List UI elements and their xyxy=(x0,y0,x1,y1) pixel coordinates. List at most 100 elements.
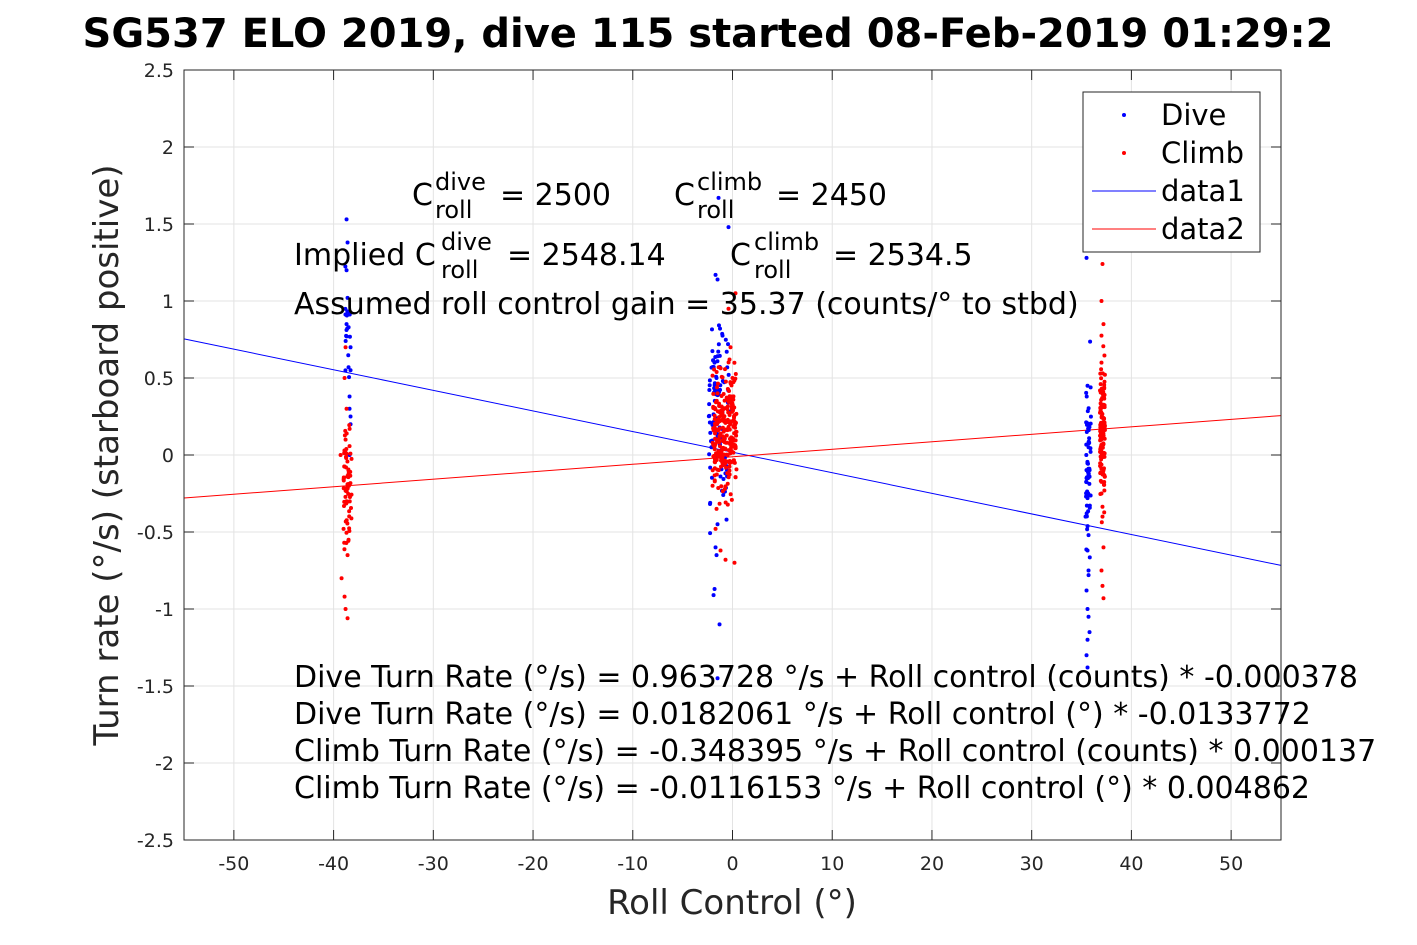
data-point-climb xyxy=(1100,425,1105,430)
gain-annotation: Assumed roll control gain = 35.37 (count… xyxy=(294,287,1079,322)
data-point-dive xyxy=(343,338,348,343)
data-point-climb xyxy=(1102,451,1107,456)
x-tick-label: -30 xyxy=(418,853,449,875)
data-point-dive xyxy=(1084,480,1089,485)
data-point-dive xyxy=(723,337,728,342)
x-tick-label: 10 xyxy=(820,853,844,875)
data-point-climb xyxy=(343,345,348,350)
c-dive-value: = 2500 xyxy=(500,178,611,213)
c-climb-value: = 2450 xyxy=(776,178,887,213)
data-point-dive xyxy=(718,474,723,479)
data-point-dive xyxy=(1085,461,1090,466)
data-point-dive xyxy=(1084,653,1089,658)
data-point-climb xyxy=(347,509,352,514)
data-point-climb xyxy=(344,455,349,460)
data-point-climb xyxy=(712,367,717,372)
data-point-climb xyxy=(343,437,348,442)
data-point-climb xyxy=(342,499,347,504)
data-point-climb xyxy=(712,466,717,471)
chart-title: SG537 ELO 2019, dive 115 started 08-Feb-… xyxy=(83,11,1334,57)
implied-climb-sup: climb xyxy=(754,228,819,256)
data-point-climb xyxy=(1098,382,1103,387)
data-point-climb xyxy=(347,514,352,519)
data-point-climb xyxy=(341,486,346,491)
data-point-dive xyxy=(707,402,712,407)
data-point-dive xyxy=(712,586,717,591)
data-point-dive xyxy=(720,331,725,336)
data-point-dive xyxy=(1084,491,1089,496)
data-point-climb xyxy=(1102,488,1107,493)
x-tick-label: 40 xyxy=(1119,853,1143,875)
data-point-dive xyxy=(1084,588,1089,593)
implied-dive-sub: roll xyxy=(441,256,478,284)
data-point-climb xyxy=(1098,402,1103,407)
data-point-dive xyxy=(1088,446,1093,451)
implied-climb-sub: roll xyxy=(754,256,791,284)
data-point-climb xyxy=(1101,344,1106,349)
c-dive-sup: dive xyxy=(435,168,486,196)
data-point-climb xyxy=(722,436,727,441)
data-point-climb xyxy=(733,371,738,376)
y-tick-label: -0.5 xyxy=(137,522,174,544)
data-point-dive xyxy=(726,342,731,347)
c-climb-sup: climb xyxy=(697,168,762,196)
data-point-climb xyxy=(724,465,729,470)
data-point-climb xyxy=(712,479,717,484)
data-point-climb xyxy=(712,473,717,478)
data-point-dive xyxy=(1088,449,1093,454)
data-point-dive xyxy=(1084,390,1089,395)
data-point-climb xyxy=(716,485,721,490)
implied-dive-value: = 2548.14 xyxy=(507,238,666,273)
x-axis-ticks: -50 -40 -30 -20 -10 0 10 20 30 40 50 xyxy=(218,70,1243,875)
data-point-climb xyxy=(347,526,352,531)
data-point-climb xyxy=(710,483,715,488)
implied-climb-base: C xyxy=(730,238,751,273)
data-point-dive xyxy=(707,383,712,388)
data-point-climb xyxy=(712,417,717,422)
data-point-climb xyxy=(732,378,737,383)
data-point-climb xyxy=(1100,504,1105,509)
x-tick-label: 0 xyxy=(726,853,738,875)
data-point-dive xyxy=(1088,339,1093,344)
data-point-dive xyxy=(348,414,353,419)
data-point-climb xyxy=(344,406,349,411)
data-point-climb xyxy=(733,446,738,451)
legend-label: Climb xyxy=(1161,136,1244,170)
data-point-climb xyxy=(716,365,721,370)
data-point-climb xyxy=(729,409,734,414)
y-tick-label: 2 xyxy=(162,137,174,159)
data-point-climb xyxy=(339,576,344,581)
data-point-climb xyxy=(342,376,347,380)
data-point-dive xyxy=(1087,555,1092,560)
data-point-dive xyxy=(1087,630,1092,635)
y-axis-label: Turn rate (°/s) (starboard positive) xyxy=(87,164,127,746)
data-point-climb xyxy=(714,451,719,456)
data-point-dive xyxy=(343,264,348,269)
legend-label: data1 xyxy=(1161,174,1245,208)
series-line-data2 xyxy=(183,415,1282,499)
data-point-climb xyxy=(711,426,716,431)
data-point-dive xyxy=(726,225,731,230)
data-point-dive xyxy=(344,217,349,222)
data-point-climb xyxy=(713,460,718,465)
data-point-climb xyxy=(717,415,722,420)
data-point-climb xyxy=(1102,479,1107,484)
data-point-climb xyxy=(727,472,732,477)
data-point-climb xyxy=(721,429,726,434)
data-point-climb xyxy=(727,413,732,418)
data-point-climb xyxy=(1098,464,1103,469)
data-point-climb xyxy=(711,454,716,459)
data-point-dive xyxy=(347,394,352,399)
data-point-climb xyxy=(347,499,352,504)
data-point-dive xyxy=(708,430,713,435)
data-point-dive xyxy=(713,545,718,550)
data-point-climb xyxy=(347,444,352,449)
data-point-climb xyxy=(726,448,731,453)
data-point-climb xyxy=(713,422,718,427)
equation-line: Climb Turn Rate (°/s) = -0.348395 °/s + … xyxy=(294,734,1376,769)
data-point-dive xyxy=(715,359,720,364)
data-point-climb xyxy=(724,433,729,438)
data-point-climb xyxy=(720,375,725,380)
data-point-dive xyxy=(346,325,351,330)
data-point-climb xyxy=(715,428,720,433)
